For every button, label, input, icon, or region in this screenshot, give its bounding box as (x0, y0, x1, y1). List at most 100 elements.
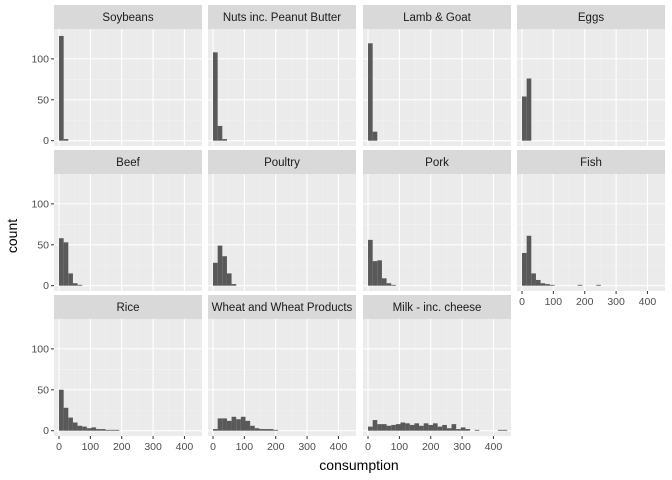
histogram-bar (59, 35, 64, 141)
panel-background (54, 174, 202, 291)
histogram-bar (460, 427, 466, 431)
strip-label: Nuts inc. Peanut Butter (223, 12, 341, 24)
histogram-bar (395, 424, 401, 431)
x-tick-label: 100 (545, 296, 563, 308)
histogram-bar (259, 429, 265, 431)
strip-label: Fish (580, 157, 602, 169)
panel-beef: Beef (54, 150, 202, 291)
histogram-bar (236, 419, 241, 431)
histogram-bar (250, 425, 255, 431)
y-axis-title: count (4, 219, 20, 253)
histogram-bar (231, 416, 237, 431)
histogram-bar (423, 423, 429, 431)
histogram-bar (68, 273, 73, 286)
x-tick-label: 0 (519, 296, 525, 308)
histogram-bar (381, 278, 387, 286)
panel-wheat-and-wheat-products: Wheat and Wheat Products (208, 295, 356, 436)
panel-background (517, 29, 665, 146)
histogram-bar (114, 429, 120, 431)
histogram-bar (86, 428, 92, 431)
x-tick-label: 0 (210, 441, 216, 453)
strip-label: Pork (425, 157, 449, 169)
histogram-bar (222, 256, 227, 286)
panel-background (208, 319, 356, 436)
strip-label: Wheat and Wheat Products (212, 302, 353, 314)
histogram-bar (381, 424, 387, 431)
histogram-bar (446, 428, 452, 431)
x-tick-label: 200 (576, 296, 594, 308)
histogram-bar (245, 420, 251, 431)
panel-rice: Rice (54, 295, 202, 436)
histogram-bar (522, 252, 527, 286)
panel-background (208, 29, 356, 146)
strip-background (54, 295, 202, 319)
histogram-bar (549, 284, 555, 286)
histogram-bar (405, 423, 410, 431)
x-tick-label: 100 (391, 441, 409, 453)
strip-background (208, 5, 356, 29)
x-tick-label: 300 (144, 441, 162, 453)
histogram-bar (213, 262, 218, 286)
x-tick-label: 400 (330, 441, 348, 453)
histogram-bar (368, 239, 373, 286)
histogram-bar (226, 273, 232, 286)
x-tick-label: 300 (607, 296, 625, 308)
histogram-bar (105, 429, 111, 431)
x-tick-label: 0 (365, 441, 371, 453)
histogram-bar (419, 425, 424, 431)
y-tick-label: 100 (31, 53, 49, 65)
histogram-bar (82, 426, 87, 431)
x-tick-label: 400 (176, 441, 194, 453)
x-axis: 0 100 200 300 400 0 100 200 300 400 0 100 200 300 400 0… (56, 291, 656, 453)
histogram-bar (372, 420, 378, 431)
histogram-bar (437, 426, 443, 431)
strip-label: Soybeans (102, 12, 153, 24)
x-axis-title: consumption (319, 457, 398, 473)
histogram-bar (226, 420, 232, 431)
histogram-bar (63, 139, 69, 141)
histogram-bar (386, 283, 392, 286)
x-tick-label: 300 (453, 441, 471, 453)
y-tick-label: 0 (43, 135, 49, 147)
histogram-bar (268, 429, 274, 431)
histogram-bar (59, 389, 64, 431)
x-tick-label: 0 (56, 441, 62, 453)
histogram-bar (432, 423, 438, 431)
y-tick-label: 50 (37, 239, 49, 251)
panel-soybeans: Soybeans (54, 5, 202, 146)
histogram-bar (273, 429, 278, 431)
strip-background (363, 150, 511, 174)
strip-background (363, 5, 511, 29)
histogram-bar (465, 429, 471, 431)
histogram-bar (231, 284, 237, 286)
histogram-bar (222, 418, 227, 431)
histogram-bar (577, 284, 583, 286)
strip-label: Poultry (264, 157, 300, 169)
panel-background (363, 174, 511, 291)
strip-background (363, 295, 511, 319)
panel-lamb-goat: Lamb & Goat (363, 5, 511, 146)
panel-milk-inc-cheese: Milk - inc. cheese (363, 295, 511, 436)
histogram-bar (428, 424, 433, 431)
strip-label: Lamb & Goat (403, 12, 472, 24)
histogram-bar (100, 429, 106, 431)
histogram-bar (456, 429, 461, 431)
histogram-bar (502, 429, 508, 431)
panel-background (208, 174, 356, 291)
histogram-bar (400, 422, 406, 431)
histogram-bar (372, 131, 378, 141)
histogram-bar (77, 425, 83, 431)
y-tick-label: 0 (43, 425, 49, 437)
x-tick-label: 200 (267, 441, 285, 453)
histogram-bar (217, 418, 223, 431)
facet-panels: Soybeans Nuts inc. Peanut Butter Lamb & Go… (54, 5, 665, 436)
histogram-bar (63, 242, 69, 286)
panel-background (54, 319, 202, 436)
histogram-bar (96, 429, 101, 431)
histogram-bar (59, 238, 64, 286)
histogram-bar (497, 429, 503, 431)
histogram-bar (72, 422, 78, 431)
y-tick-label: 50 (37, 94, 49, 106)
histogram-bar (545, 284, 550, 286)
strip-background (208, 295, 356, 319)
